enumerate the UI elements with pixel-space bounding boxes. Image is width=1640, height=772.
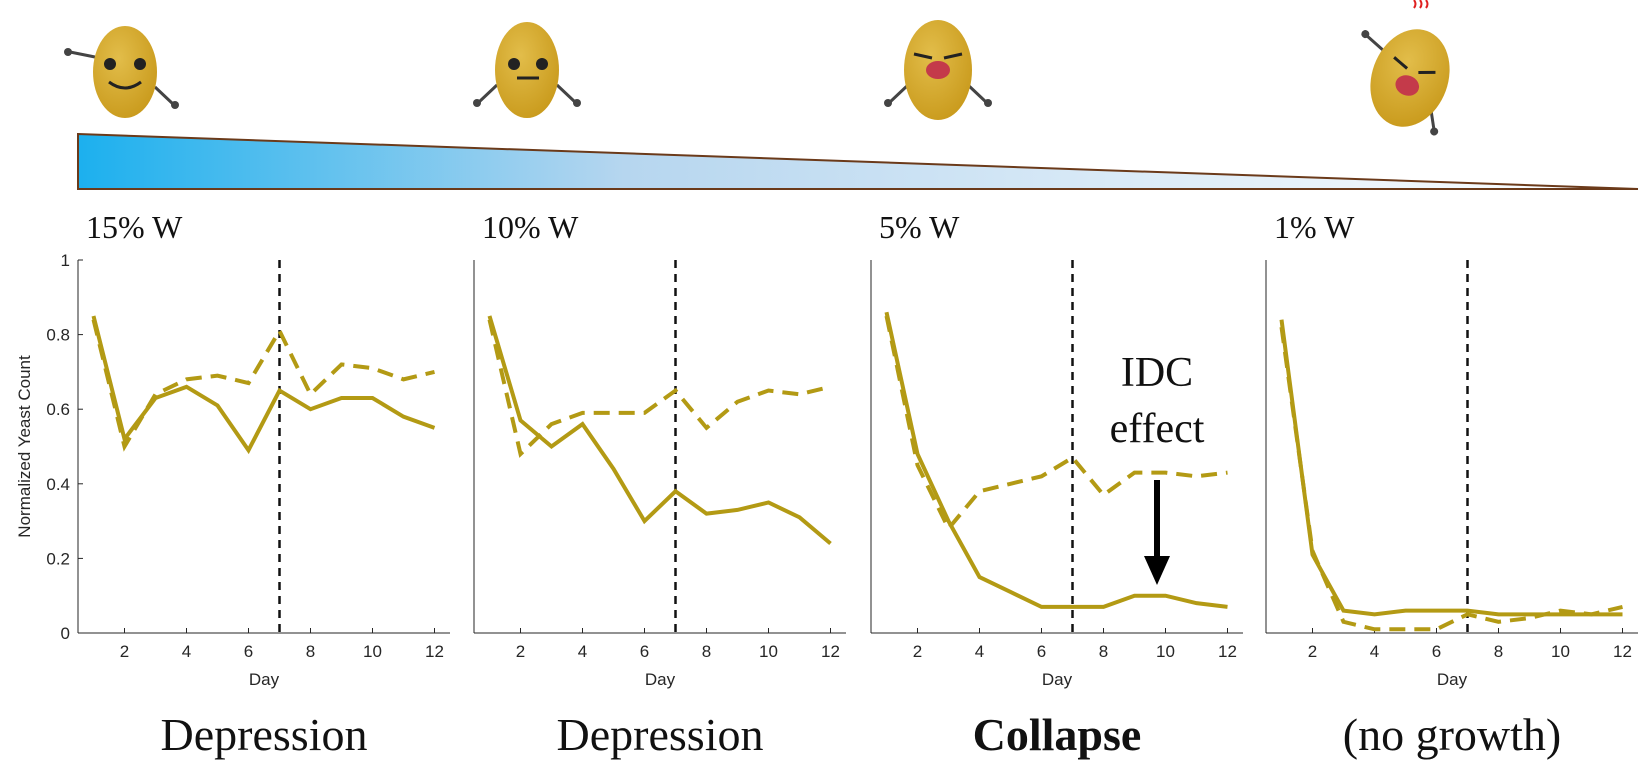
potato: [64, 26, 179, 118]
panel-caption: (no growth): [1343, 709, 1561, 760]
x-tick-label: 6: [1432, 642, 1441, 661]
panel-title: 1% W: [1274, 209, 1355, 245]
figure: 15% W Depression 2 4 6 8 10 12 0 0.2 0.4 0.6 0.8 1 Day…: [0, 0, 1640, 772]
x-tick-label: 6: [244, 642, 253, 661]
series-line: [94, 316, 435, 450]
water-gradient: [78, 134, 1638, 189]
x-axis-label: Day: [1042, 670, 1073, 689]
potato: [473, 22, 581, 118]
x-tick-label: 2: [516, 642, 525, 661]
y-tick-label: 0: [61, 624, 70, 643]
x-tick-label: 10: [759, 642, 778, 661]
steam-icon: [1414, 0, 1428, 8]
x-tick-label: 6: [1037, 642, 1046, 661]
potato: [884, 20, 992, 120]
series-line: [1282, 327, 1623, 629]
x-tick-label: 12: [821, 642, 840, 661]
x-tick-label: 4: [182, 642, 191, 661]
x-tick-label: 8: [306, 642, 315, 661]
x-tick-label: 4: [975, 642, 984, 661]
y-tick-label: 0.6: [46, 400, 70, 419]
series-line: [94, 320, 435, 447]
x-tick-label: 10: [1551, 642, 1570, 661]
x-tick-label: 8: [1494, 642, 1503, 661]
x-tick-label: 12: [1613, 642, 1632, 661]
x-tick-label: 8: [702, 642, 711, 661]
annotation: IDC: [1121, 350, 1193, 396]
x-tick-label: 4: [1370, 642, 1379, 661]
x-tick-label: 4: [578, 642, 587, 661]
x-tick-label: 2: [1308, 642, 1317, 661]
y-tick-label: 0.8: [46, 326, 70, 345]
annotation-arrowhead: [1144, 556, 1170, 585]
y-tick-label: 0.4: [46, 475, 70, 494]
panel-title: 5% W: [879, 209, 960, 245]
panel-title: 10% W: [482, 209, 579, 245]
x-tick-label: 2: [913, 642, 922, 661]
series-line: [490, 316, 831, 544]
x-axis-label: Day: [645, 670, 676, 689]
x-tick-label: 2: [120, 642, 129, 661]
x-tick-label: 8: [1099, 642, 1108, 661]
series-line: [1282, 320, 1623, 615]
x-tick-label: 10: [1156, 642, 1175, 661]
x-tick-label: 12: [425, 642, 444, 661]
panel-caption: Depression: [557, 709, 764, 760]
x-tick-label: 10: [363, 642, 382, 661]
series-line: [490, 320, 831, 454]
panel-title: 15% W: [86, 209, 183, 245]
panel-caption: Collapse: [973, 709, 1142, 760]
y-tick-label: 1: [61, 251, 70, 270]
x-axis-label: Day: [1437, 670, 1468, 689]
y-tick-label: 0.2: [46, 549, 70, 568]
x-axis-label: Day: [249, 670, 280, 689]
y-axis-label: Normalized Yeast Count: [15, 355, 34, 538]
potato: [1336, 10, 1470, 140]
panel-caption: Depression: [161, 709, 368, 760]
x-tick-label: 6: [640, 642, 649, 661]
x-tick-label: 12: [1218, 642, 1237, 661]
annotation: effect: [1110, 406, 1205, 452]
